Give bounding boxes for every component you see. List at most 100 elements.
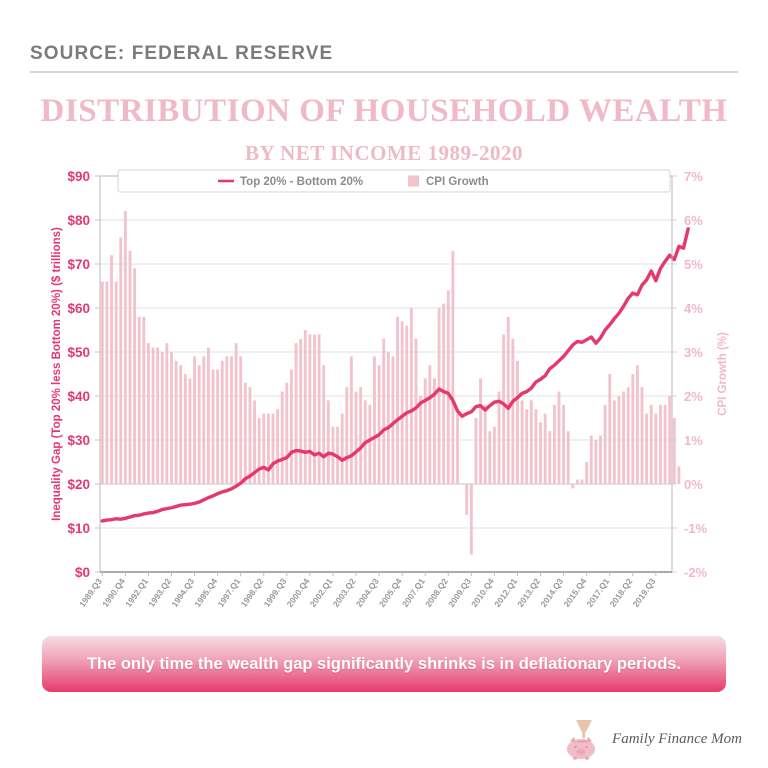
y-tick-right: 1% xyxy=(684,433,703,448)
source-header: SOURCE: FEDERAL RESERVE xyxy=(30,43,738,73)
bar xyxy=(617,396,621,484)
bar xyxy=(446,290,450,484)
bar xyxy=(280,391,284,484)
bar xyxy=(423,378,427,484)
bar xyxy=(114,281,118,484)
bar xyxy=(123,211,127,484)
legend-swatch-bar xyxy=(408,175,419,187)
bar xyxy=(285,382,289,484)
y-tick-right: -2% xyxy=(684,565,708,580)
y-tick-left: $50 xyxy=(67,345,90,360)
y-tick-right: 7% xyxy=(684,169,703,184)
bar xyxy=(248,387,252,484)
bar xyxy=(626,387,630,484)
bar xyxy=(349,356,353,484)
bar xyxy=(580,479,584,484)
y-tick-left: $90 xyxy=(67,169,90,184)
bar xyxy=(677,466,681,484)
bar xyxy=(506,316,510,484)
chart-legend: Top 20% - Bottom 20% CPI Growth xyxy=(117,169,671,193)
bar xyxy=(276,409,280,484)
bar xyxy=(396,316,399,484)
bar xyxy=(220,360,224,484)
bar xyxy=(414,338,418,484)
combo-chart: $0 $10 $20 $30 $40 $50 $60 $70 $80 $90 -2% -1% 0% 1% 2… xyxy=(51,169,729,609)
bar xyxy=(137,316,141,484)
piggy-bank-icon xyxy=(567,720,596,760)
bar xyxy=(562,404,566,484)
y-tick-left: $70 xyxy=(67,257,90,272)
chart-title: DISTRIBUTION OF HOUSEHOLD WEALTH xyxy=(40,93,728,129)
bar xyxy=(465,484,469,515)
bar xyxy=(243,382,247,484)
bar xyxy=(165,343,169,484)
bar xyxy=(400,321,404,484)
bar xyxy=(557,391,561,484)
bar xyxy=(433,378,436,484)
bar xyxy=(543,413,547,484)
bar xyxy=(100,281,104,484)
y-tick-right: 5% xyxy=(684,257,703,272)
bar xyxy=(230,356,233,484)
bar xyxy=(262,413,266,484)
bar xyxy=(608,374,612,484)
y-tick-right: 3% xyxy=(684,345,703,360)
bar xyxy=(119,237,123,484)
takeaway-banner: The only time the wealth gap significant… xyxy=(42,636,726,692)
bar xyxy=(386,352,390,484)
y-tick-left: $10 xyxy=(67,521,90,536)
bar xyxy=(622,391,625,484)
bar xyxy=(257,418,261,484)
bar xyxy=(576,479,579,484)
bar xyxy=(525,409,529,484)
x-axis: 1989.Q31990.Q41992.Q11993.Q21994.Q31995.… xyxy=(77,572,658,609)
bar xyxy=(322,365,326,484)
bar xyxy=(548,431,552,484)
y-tick-left: $0 xyxy=(75,565,90,580)
bar xyxy=(290,369,293,484)
bar xyxy=(437,308,441,484)
bar xyxy=(303,330,307,484)
bar xyxy=(345,387,349,484)
bar xyxy=(326,400,330,484)
bar xyxy=(193,356,196,484)
bar xyxy=(672,418,676,484)
y-axis-right-title: CPI Growth (%) xyxy=(717,332,729,416)
bar xyxy=(105,281,109,484)
bar xyxy=(354,391,358,484)
bar xyxy=(594,440,598,484)
bar xyxy=(317,334,321,484)
bar xyxy=(566,431,570,484)
bar xyxy=(202,356,206,484)
legend-label-line: Top 20% - Bottom 20% xyxy=(240,176,363,188)
y-tick-right: 4% xyxy=(684,301,703,316)
bar xyxy=(188,378,192,484)
bar xyxy=(271,413,275,484)
bar xyxy=(294,343,298,484)
bar xyxy=(469,484,473,555)
y-tick-right: 6% xyxy=(684,213,703,228)
bar xyxy=(377,365,381,484)
y-tick-right: -1% xyxy=(684,521,708,536)
bar xyxy=(635,365,639,484)
bar xyxy=(659,404,662,484)
bar xyxy=(156,347,160,484)
y-tick-left: $30 xyxy=(67,433,90,448)
bar xyxy=(612,400,616,484)
y-tick-right: 0% xyxy=(684,477,703,492)
bar xyxy=(239,356,243,484)
bar xyxy=(599,435,602,484)
bar xyxy=(142,316,146,484)
bar xyxy=(197,365,201,484)
bar xyxy=(516,360,519,484)
bar xyxy=(183,374,187,484)
bar xyxy=(170,352,173,484)
bar xyxy=(631,374,635,484)
bar xyxy=(571,484,575,489)
bar xyxy=(133,268,137,484)
bar xyxy=(313,334,316,484)
brand-name: Family Finance Mom xyxy=(612,730,742,747)
x-tick-label: 2019.Q3 xyxy=(631,576,658,609)
bar xyxy=(585,462,589,484)
